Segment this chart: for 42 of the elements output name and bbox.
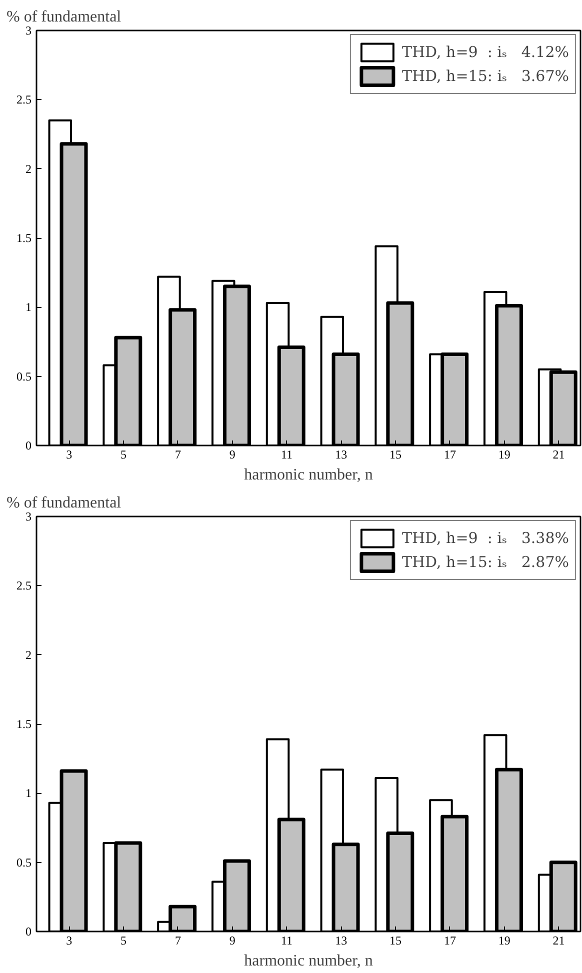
x-tick-label: 5	[120, 448, 127, 462]
y-tick-label: 1	[26, 300, 32, 314]
legend-label: THD, h=15: iₛ 2.87%	[402, 553, 569, 571]
x-tick-label: 19	[498, 934, 510, 948]
y-tick-label: 1.5	[16, 231, 32, 245]
x-tick-label: 5	[120, 934, 127, 948]
y-tick-label: 2.5	[16, 578, 32, 593]
y-tick-label: 0	[26, 924, 32, 938]
x-tick-label: 21	[552, 448, 565, 462]
x-tick-label: 17	[444, 448, 456, 462]
y-tick-label: 2	[26, 162, 32, 176]
legend-label: THD, h=15: iₛ 3.67%	[402, 67, 569, 85]
x-tick-label: 11	[280, 448, 293, 462]
y-tick-label: 3	[26, 510, 32, 524]
x-tick-label: 19	[498, 448, 510, 462]
y-tick-label: 0	[26, 438, 32, 452]
x-tick-label: 7	[174, 448, 181, 462]
x-tick-label: 15	[390, 448, 402, 462]
x-tick-label: 9	[229, 934, 236, 948]
x-tick-label: 11	[280, 934, 293, 948]
x-axis-title: harmonic number, n	[244, 952, 373, 970]
y-tick-label: 0.5	[16, 855, 32, 870]
x-tick-label: 7	[174, 934, 181, 948]
x-tick-label: 15	[390, 934, 402, 948]
y-tick-label: 2	[26, 648, 32, 662]
legend-label: THD, h=9 : iₛ 3.38%	[402, 529, 569, 547]
x-axis-title: harmonic number, n	[244, 466, 373, 484]
y-axis-title: % of fundamental	[6, 494, 122, 512]
x-tick-label: 9	[229, 448, 236, 462]
y-tick-label: 0.5	[16, 369, 32, 384]
y-tick-label: 3	[26, 24, 32, 38]
x-tick-label: 3	[66, 448, 72, 462]
y-tick-label: 1.5	[16, 717, 32, 731]
y-tick-label: 1	[26, 786, 32, 800]
x-tick-label: 17	[444, 934, 456, 948]
x-tick-label: 13	[335, 448, 348, 462]
legend-label: THD, h=9 : iₛ 4.12%	[402, 43, 569, 61]
y-tick-label: 2.5	[16, 92, 32, 107]
x-tick-label: 3	[66, 934, 72, 948]
x-tick-label: 21	[552, 934, 565, 948]
y-axis-title: % of fundamental	[6, 8, 122, 26]
x-tick-label: 13	[335, 934, 348, 948]
